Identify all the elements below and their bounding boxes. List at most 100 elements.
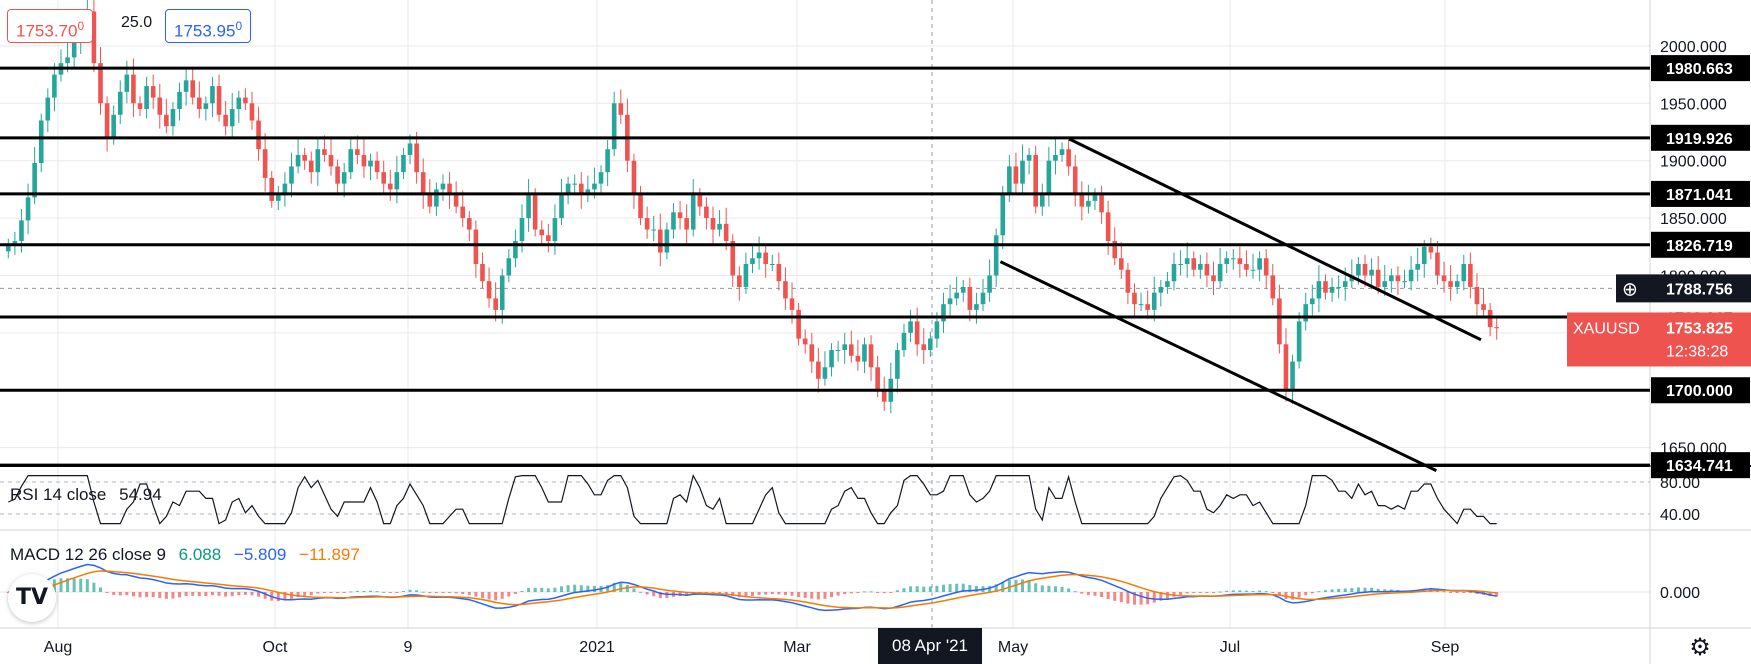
candle-body: [657, 229, 663, 253]
candle: [170, 102, 176, 136]
macd-histogram-bar: [467, 592, 471, 595]
candle: [585, 175, 591, 203]
candle: [1316, 265, 1322, 313]
candle: [638, 185, 643, 225]
macd-histogram-bar: [355, 590, 359, 592]
candle: [1349, 259, 1355, 289]
candle-body: [585, 189, 591, 196]
level-badge-label: 1634.741: [1666, 458, 1733, 475]
macd-histogram-bar: [1001, 581, 1005, 592]
macd-histogram-bar: [974, 585, 978, 592]
candle: [664, 222, 670, 260]
candle: [355, 135, 360, 165]
candle: [1198, 254, 1203, 279]
gear-icon[interactable]: ⚙: [1689, 633, 1711, 661]
macd-histogram-bar: [1073, 591, 1077, 593]
candle-body: [91, 11, 97, 64]
candle-body: [638, 195, 643, 219]
candle: [414, 131, 419, 184]
macd-legend[interactable]: MACD 12 26 close 9 6.088 −5.809 −11.897: [10, 545, 368, 565]
macd-histogram-bar: [1034, 583, 1038, 592]
candle: [302, 148, 307, 170]
macd-histogram-bar: [718, 592, 722, 594]
candle-body: [789, 298, 795, 310]
candle-body: [1296, 321, 1302, 362]
candle-body: [262, 149, 268, 178]
macd-histogram-bar: [1205, 592, 1209, 593]
candle-body: [750, 258, 755, 264]
candle: [45, 88, 51, 132]
macd-histogram-bar: [178, 592, 182, 598]
candle-body: [1217, 263, 1223, 282]
macd-histogram-bar: [751, 592, 754, 596]
candle-body: [210, 86, 215, 104]
bid-price-box[interactable]: 1753.700: [7, 9, 94, 43]
candle-body: [499, 275, 505, 310]
candle: [282, 172, 288, 207]
rsi-legend[interactable]: RSI 14 close 54.94: [10, 485, 170, 505]
macd-histogram-bar: [1277, 592, 1281, 596]
price-tick-label: 1900.000: [1660, 154, 1727, 171]
macd-histogram-bar: [1027, 579, 1031, 592]
macd-histogram-bar: [592, 585, 596, 592]
macd-histogram-bar: [922, 586, 926, 592]
tradingview-logo-icon[interactable]: TV: [8, 574, 56, 622]
candle: [1072, 154, 1078, 207]
candle-body: [368, 160, 373, 167]
candle-body: [229, 109, 235, 127]
macd-histogram-bar: [329, 592, 333, 593]
candle-body: [974, 304, 979, 310]
candle-body: [414, 143, 419, 173]
macd-panel: 0.000: [0, 563, 1700, 612]
candle: [1151, 276, 1157, 322]
candle-body: [605, 149, 610, 173]
candle: [743, 252, 749, 294]
candle: [104, 96, 110, 152]
candle: [947, 284, 953, 318]
candle-body: [572, 183, 577, 185]
candle-body: [45, 97, 51, 121]
ask-price-box[interactable]: 1753.950: [165, 9, 252, 43]
macd-histogram-bar: [586, 585, 590, 592]
candle: [1336, 275, 1341, 299]
candle: [967, 277, 973, 322]
candle-body: [1151, 292, 1157, 310]
macd-histogram-bar: [131, 592, 135, 597]
macd-histogram-bar: [1337, 588, 1341, 592]
candle: [1105, 200, 1111, 255]
candle-body: [1046, 160, 1052, 196]
candle: [980, 278, 986, 312]
candle: [1184, 242, 1190, 278]
macd-line-value: −5.809: [233, 545, 287, 564]
candle: [499, 268, 505, 324]
macd-histogram-bar: [336, 592, 340, 594]
candle: [809, 332, 815, 374]
macd-histogram-bar: [816, 592, 820, 600]
candle-body: [1079, 195, 1085, 207]
candle-body: [1119, 258, 1124, 270]
candle: [1389, 268, 1394, 293]
candle: [1494, 317, 1500, 340]
macd-histogram-bar: [882, 592, 886, 594]
countdown-label: 12:38:28: [1666, 343, 1728, 360]
macd-histogram-bar: [276, 592, 280, 602]
candle: [453, 181, 459, 214]
candle: [434, 182, 439, 216]
macd-histogram-bar: [98, 587, 102, 592]
candle: [52, 63, 57, 112]
macd-histogram-bar: [533, 587, 537, 592]
candle: [802, 329, 808, 354]
candle-body: [1448, 281, 1453, 287]
macd-histogram-bar: [915, 586, 919, 592]
candle: [440, 174, 446, 201]
candle-body: [1224, 258, 1229, 264]
macd-histogram-bar: [1310, 592, 1314, 594]
candle: [196, 81, 202, 119]
candle-body: [137, 103, 143, 110]
macd-histogram-bar: [1468, 592, 1472, 593]
macd-histogram-bar: [362, 590, 366, 592]
candle-body: [776, 263, 782, 282]
macd-histogram-bar: [810, 592, 814, 599]
candle-body: [407, 143, 413, 155]
